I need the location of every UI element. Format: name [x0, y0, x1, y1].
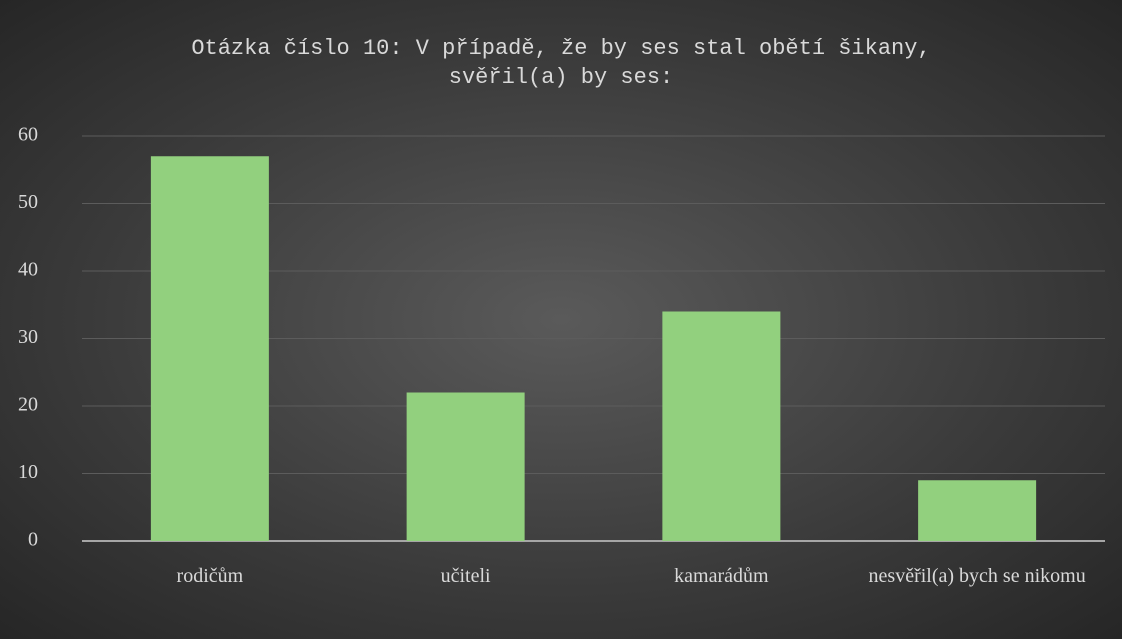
y-tick-label: 30 [18, 326, 38, 348]
bar [406, 392, 525, 541]
y-tick-label: 50 [18, 191, 38, 213]
x-tick-label: učiteli [440, 565, 491, 587]
x-tick-label: nesvěřil(a) bych se nikomu [868, 565, 1086, 587]
y-tick-label: 10 [18, 461, 38, 483]
bar [918, 480, 1037, 541]
chart-title: Otázka číslo 10: V případě, že by ses st… [191, 36, 931, 90]
y-tick-label: 20 [18, 394, 38, 416]
y-tick-label: 0 [28, 529, 38, 551]
bar [150, 156, 269, 541]
y-tick-label: 60 [18, 124, 38, 146]
bar [662, 311, 781, 541]
x-tick-label: kamarádům [674, 565, 769, 587]
x-tick-label: rodičům [176, 565, 244, 587]
y-tick-label: 40 [18, 259, 38, 281]
